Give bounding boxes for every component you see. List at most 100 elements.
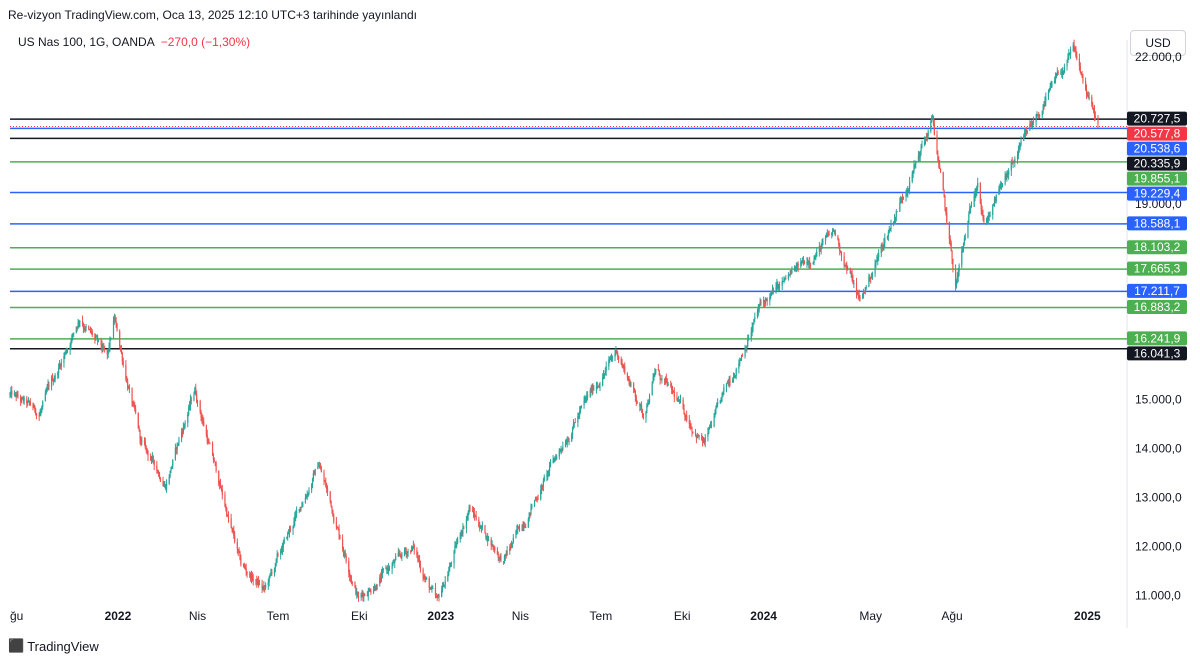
time-axis[interactable]: ğu 2022 Nis Tem Eki 2023 Nis Tem Eki 2024 May Ağu 20… — [10, 609, 1101, 623]
candle-body — [974, 193, 976, 196]
candle-body — [728, 380, 730, 384]
candle-body — [931, 116, 933, 122]
candle-body — [789, 272, 791, 275]
candle-body — [398, 552, 400, 554]
candle-body — [820, 246, 822, 250]
candle-body — [850, 273, 852, 275]
candle-body — [135, 408, 137, 413]
candle-body — [589, 390, 591, 397]
candle-body — [196, 394, 198, 402]
candle-body — [207, 441, 209, 443]
candle-body — [252, 579, 254, 581]
candle-body — [577, 416, 579, 423]
candle-body — [828, 233, 830, 236]
candle-body — [201, 417, 203, 421]
symbol-legend[interactable]: US Nas 100, 1G, OANDA −270,0 (−1,30%) — [18, 35, 250, 49]
candle-body — [397, 552, 399, 557]
tradingview-brand[interactable]: ⬛ TradingView — [8, 638, 99, 654]
candle-body — [492, 544, 494, 547]
candle-body — [741, 355, 744, 357]
candle-body — [840, 252, 843, 257]
candle-body — [1045, 96, 1047, 102]
candle-body — [590, 390, 592, 392]
candle-body — [1004, 176, 1006, 184]
candle-body — [939, 164, 941, 169]
candle-body — [271, 571, 273, 574]
candle-body — [1094, 115, 1096, 118]
candle-body — [886, 235, 889, 239]
candle-body — [733, 375, 736, 377]
candle-body — [32, 404, 34, 409]
candle-body — [455, 545, 457, 547]
level-label-box — [1127, 126, 1187, 141]
candle-body — [171, 466, 173, 470]
candle-body — [1017, 150, 1019, 156]
x-tick-label: Ağu — [941, 609, 962, 623]
candle-body — [746, 346, 748, 349]
candle-body — [740, 355, 743, 360]
candle-body — [1082, 76, 1084, 82]
candle-body — [1000, 183, 1003, 185]
candle-body — [395, 556, 397, 561]
candle-body — [901, 198, 904, 200]
candle-body — [617, 352, 619, 357]
candle-body — [286, 536, 288, 539]
candle-body — [763, 300, 766, 304]
candle-body — [845, 264, 847, 266]
candle-body — [806, 261, 808, 265]
candle-body — [102, 347, 104, 350]
candle-body — [89, 329, 91, 331]
candle-body — [410, 547, 413, 553]
candle-body — [911, 174, 913, 182]
candle-body — [267, 582, 269, 585]
candle-body — [686, 415, 688, 421]
candle-body — [717, 402, 719, 405]
candle-body — [109, 339, 111, 347]
candle-body — [94, 334, 96, 339]
candle-body — [293, 521, 295, 526]
candle-body — [138, 428, 140, 431]
candle-body — [542, 480, 544, 487]
candle-body — [859, 297, 861, 299]
candle-body — [468, 506, 470, 513]
candle-body — [336, 527, 338, 529]
level-label: 18.103,2 — [1134, 240, 1181, 254]
candle-body — [33, 405, 35, 409]
candle-body — [249, 573, 252, 579]
level-label: 16.883,2 — [1134, 300, 1181, 314]
candle-body — [701, 434, 703, 440]
candle-body — [801, 262, 804, 264]
candle-body — [622, 366, 624, 368]
candle-body — [1012, 161, 1014, 164]
candle-body — [194, 388, 196, 394]
currency-button[interactable]: USD — [1130, 30, 1186, 56]
candle-body — [134, 404, 136, 409]
candle-body — [212, 455, 215, 461]
candle-body — [331, 506, 333, 510]
candle-body — [435, 595, 437, 597]
candle-body — [269, 573, 271, 577]
candle-body — [369, 589, 371, 592]
candle-body — [244, 566, 246, 569]
candle-body — [745, 347, 747, 349]
candle-body — [964, 237, 966, 239]
candle-body — [493, 546, 495, 548]
candle-body — [144, 441, 146, 448]
candle-body — [579, 407, 582, 411]
candle-body — [955, 279, 958, 287]
candle-body — [702, 439, 704, 443]
candle-body — [558, 450, 560, 457]
price-axis[interactable]: 11.000,0 12.000,0 13.000,0 14.000,0 15.000,0… — [1135, 50, 1182, 603]
candle-body — [821, 242, 823, 247]
candle-body — [893, 219, 896, 222]
candle-body — [28, 400, 31, 403]
candle-body — [870, 276, 873, 279]
candle-body — [351, 582, 353, 584]
candle-body — [387, 568, 390, 571]
candle-body — [141, 440, 143, 442]
candle-body — [181, 431, 184, 433]
candle-body — [796, 263, 798, 268]
candle-body — [227, 515, 229, 517]
candle-body — [506, 550, 508, 556]
